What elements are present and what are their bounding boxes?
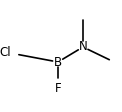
Text: B: B xyxy=(54,56,62,69)
Text: Cl: Cl xyxy=(0,46,11,59)
Text: F: F xyxy=(55,82,61,95)
Text: N: N xyxy=(79,41,87,54)
